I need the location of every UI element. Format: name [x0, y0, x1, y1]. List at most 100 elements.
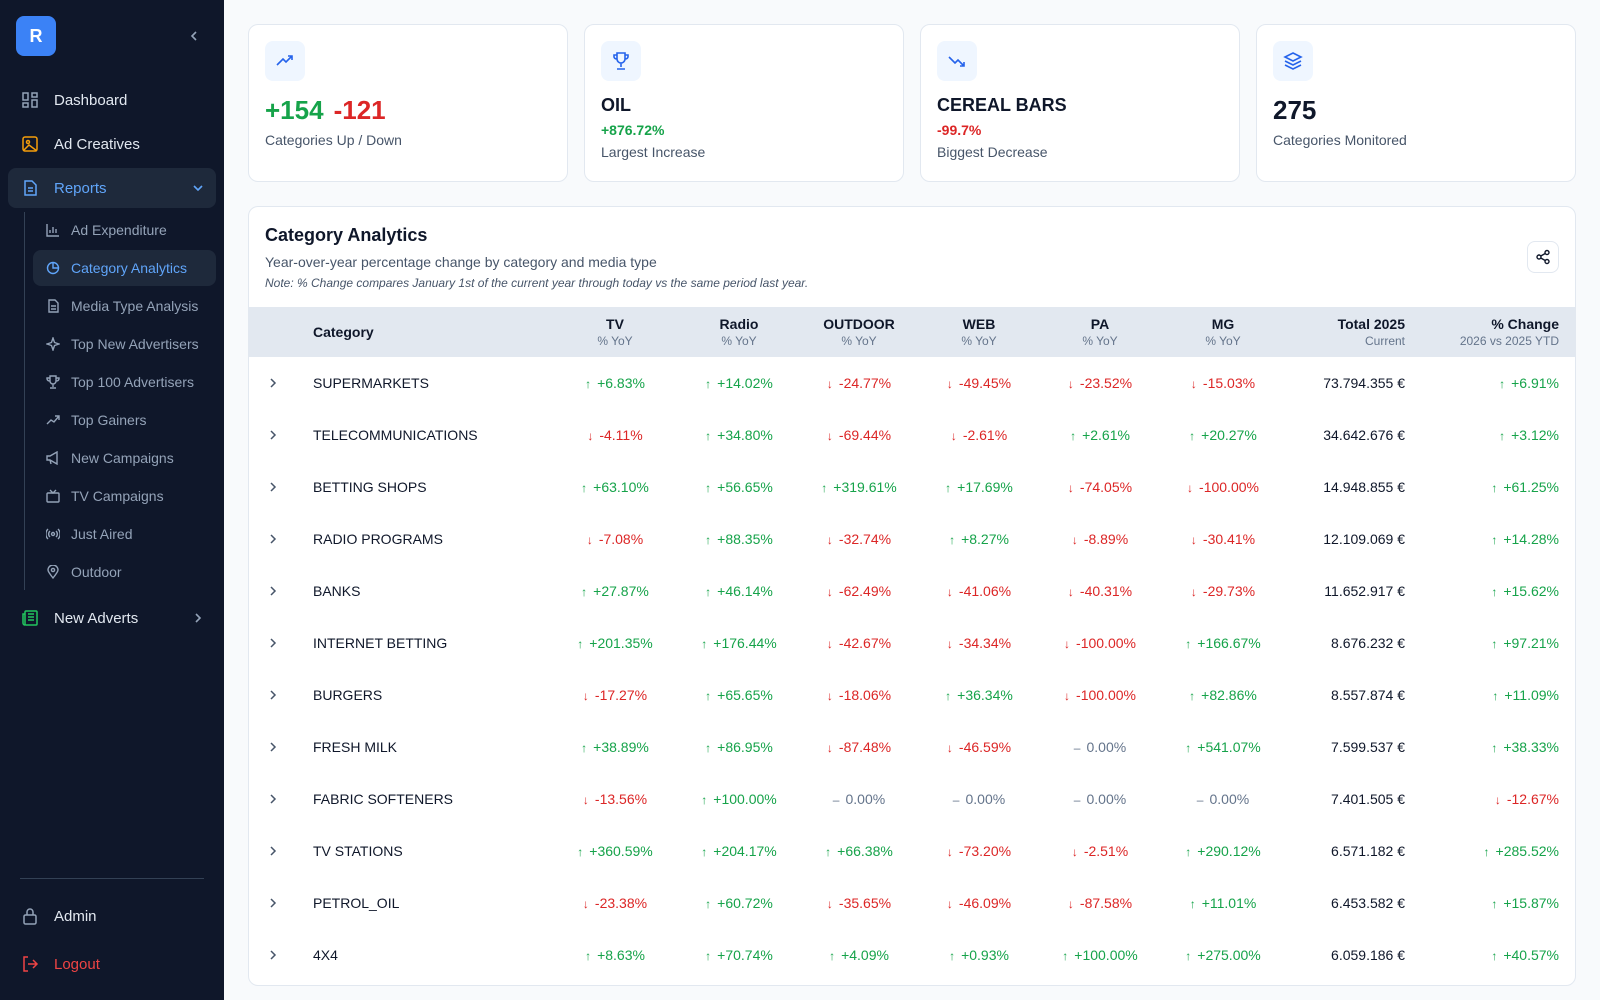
arrow-down-icon: ↓ — [946, 637, 953, 651]
column-header-tv[interactable]: TV % YoY — [553, 307, 677, 357]
table-row[interactable]: PETROL_OIL ↓ -23.38% ↑ +60.72% ↓ -35.65% ↓ -46.0… — [249, 877, 1575, 929]
pct-value: +100.00% — [1074, 947, 1138, 963]
expand-row-button[interactable] — [265, 739, 281, 755]
expand-row-button[interactable] — [265, 583, 281, 599]
category-name: FABRIC SOFTENERS — [313, 791, 454, 807]
nav-item-ad-creatives[interactable]: Ad Creatives — [8, 124, 216, 164]
table-row[interactable]: FABRIC SOFTENERS ↓ -13.56% ↑ +100.00% –0.00% –… — [249, 773, 1575, 825]
largest-increase-pct: +876.72% — [601, 122, 665, 138]
arrow-down-icon: ↓ — [1190, 533, 1197, 547]
chevron-right-icon — [270, 378, 277, 388]
pct-value: +88.35% — [717, 531, 773, 547]
column-subtitle: % YoY — [1205, 334, 1241, 348]
sub-item-top-gainers[interactable]: Top Gainers — [33, 402, 216, 438]
sub-item-top-100-advertisers[interactable]: Top 100 Advertisers — [33, 364, 216, 400]
arrow-up-icon: ↑ — [577, 637, 584, 651]
cell-pa: ↓ -8.89% — [1041, 513, 1159, 565]
column-header-change[interactable]: % Change 2026 vs 2025 YTD — [1421, 307, 1575, 357]
cell-pa: ↓ -87.58% — [1041, 877, 1159, 929]
cell-mg: ↑ +275.00% — [1159, 929, 1287, 981]
column-header-web[interactable]: WEB % YoY — [917, 307, 1041, 357]
arrow-up-icon: ↑ — [701, 845, 708, 859]
column-header-mg[interactable]: MG % YoY — [1159, 307, 1287, 357]
cell-outdoor: ↑ +319.61% — [801, 461, 917, 513]
table-row[interactable]: RADIO PROGRAMS ↓ -7.08% ↑ +88.35% ↓ -32.74% ↑ +8… — [249, 513, 1575, 565]
column-header-outdoor[interactable]: OUTDOOR % YoY — [801, 307, 917, 357]
column-header-total[interactable]: Total 2025 Current — [1287, 307, 1421, 357]
table-row[interactable]: INTERNET BETTING ↑ +201.35% ↑ +176.44% ↓ -42.6… — [249, 617, 1575, 669]
cell-change: ↑ +11.09% — [1421, 669, 1575, 721]
expand-row-button[interactable] — [265, 687, 281, 703]
expand-row-button[interactable] — [265, 427, 281, 443]
panel-header: Category Analytics Year-over-year percen… — [249, 207, 1575, 307]
sub-item-ad-expenditure[interactable]: Ad Expenditure — [33, 212, 216, 248]
chevron-right-icon — [192, 612, 204, 624]
pct-value: -7.08% — [598, 531, 644, 547]
cell-tv: ↑ +6.83% — [553, 357, 677, 409]
table-row[interactable]: FRESH MILK ↑ +38.89% ↑ +86.95% ↓ -87.48% ↓ -46.5… — [249, 721, 1575, 773]
panel-subtitle: Year-over-year percentage change by cate… — [265, 254, 657, 270]
table-row[interactable]: BETTING SHOPS ↑ +63.10% ↑ +56.65% ↑ +319.61% ↑ +… — [249, 461, 1575, 513]
column-header-radio[interactable]: Radio % YoY — [677, 307, 801, 357]
expand-row-button[interactable] — [265, 479, 281, 495]
table-row[interactable]: TV STATIONS ↑ +360.59% ↑ +204.17% ↑ +66.38% ↓ -7… — [249, 825, 1575, 877]
expand-row-button[interactable] — [265, 635, 281, 651]
categories-down-count: -121 — [333, 95, 386, 125]
arrow-down-icon: ↓ — [826, 637, 833, 651]
logout-button[interactable]: Logout — [8, 944, 216, 984]
sub-item-label: TV Campaigns — [71, 488, 164, 504]
arrow-up-icon: ↑ — [1185, 637, 1192, 651]
nav-item-new-adverts[interactable]: New Adverts — [8, 598, 216, 638]
pct-value: 0.00% — [1086, 739, 1127, 755]
arrow-up-icon: ↑ — [705, 585, 712, 599]
map-pin-icon — [45, 564, 61, 580]
expand-row-button[interactable] — [265, 375, 281, 391]
sub-item-media-type-analysis[interactable]: Media Type Analysis — [33, 288, 216, 324]
table-row[interactable]: SUPERMARKETS ↑ +6.83% ↑ +14.02% ↓ -24.77% ↓ -49.… — [249, 357, 1575, 409]
pct-value: -62.49% — [838, 583, 892, 599]
expand-row-button[interactable] — [265, 843, 281, 859]
cell-pa: –0.00% — [1041, 773, 1159, 825]
column-header-category[interactable]: Category — [313, 324, 374, 340]
nav-item-admin[interactable]: Admin — [8, 896, 216, 936]
category-name: TELECOMMUNICATIONS — [313, 427, 478, 443]
sub-item-new-campaigns[interactable]: New Campaigns — [33, 440, 216, 476]
pct-value: +34.80% — [717, 427, 773, 443]
column-title: Radio — [719, 316, 759, 332]
expand-row-button[interactable] — [265, 895, 281, 911]
pct-value: +56.65% — [717, 479, 773, 495]
arrow-down-icon: ↓ — [1071, 533, 1078, 547]
sub-item-category-analytics[interactable]: Category Analytics — [33, 250, 216, 286]
sub-item-just-aired[interactable]: Just Aired — [33, 516, 216, 552]
cell-radio: ↑ +46.14% — [677, 565, 801, 617]
nav-label: Dashboard — [54, 91, 128, 109]
expand-row-button[interactable] — [265, 791, 281, 807]
table-row[interactable]: BURGERS ↓ -17.27% ↑ +65.65% ↓ -18.06% ↑ +36.34% ↓… — [249, 669, 1575, 721]
largest-increase-category: OIL — [601, 95, 631, 115]
table-row[interactable]: BANKS ↑ +27.87% ↑ +46.14% ↓ -62.49% ↓ -41.06% ↓ -4… — [249, 565, 1575, 617]
arrow-up-icon: ↑ — [705, 533, 712, 547]
card-categories-monitored: 275 Categories Monitored — [1256, 24, 1576, 182]
sub-item-top-new-advertisers[interactable]: Top New Advertisers — [33, 326, 216, 362]
collapse-sidebar-button[interactable] — [184, 26, 204, 46]
share-button[interactable] — [1527, 241, 1559, 273]
megaphone-icon — [45, 450, 61, 466]
arrow-down-icon: ↓ — [946, 585, 953, 599]
nav-label: Reports — [54, 179, 107, 197]
cell-outdoor: ↑ +66.38% — [801, 825, 917, 877]
nav-item-reports[interactable]: Reports — [8, 168, 216, 208]
chevron-right-icon — [270, 950, 277, 960]
table-row[interactable]: TELECOMMUNICATIONS ↓ -4.11% ↑ +34.80% ↓ -69.44… — [249, 409, 1575, 461]
sub-item-label: Top New Advertisers — [71, 336, 199, 352]
pct-value: +8.63% — [597, 947, 645, 963]
pct-value: +38.33% — [1503, 739, 1559, 755]
sub-item-tv-campaigns[interactable]: TV Campaigns — [33, 478, 216, 514]
pct-value: -17.27% — [594, 687, 648, 703]
app-logo[interactable]: R — [16, 16, 56, 56]
column-header-pa[interactable]: PA % YoY — [1041, 307, 1159, 357]
expand-row-button[interactable] — [265, 947, 281, 963]
nav-item-dashboard[interactable]: Dashboard — [8, 80, 216, 120]
sub-item-outdoor[interactable]: Outdoor — [33, 554, 216, 590]
expand-row-button[interactable] — [265, 531, 281, 547]
table-row[interactable]: 4X4 ↑ +8.63% ↑ +70.74% ↑ +4.09% ↑ +0.93% ↑ +100.00… — [249, 929, 1575, 981]
